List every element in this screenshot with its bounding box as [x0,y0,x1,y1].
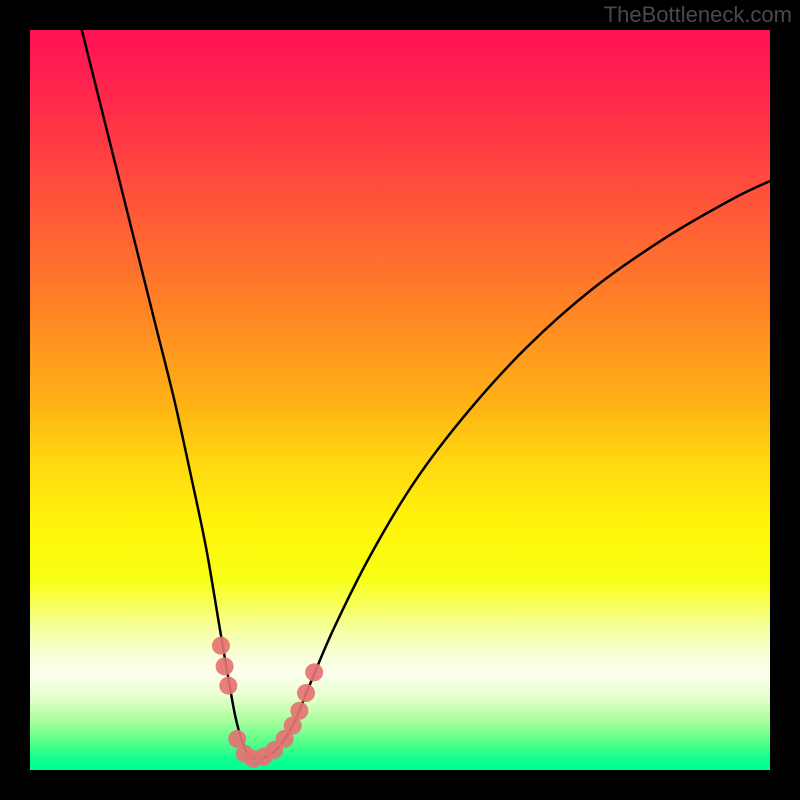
scatter-marker [212,637,230,655]
watermark-text: TheBottleneck.com [604,2,792,28]
scatter-marker [305,663,323,681]
scatter-marker [297,684,315,702]
chart-curve-layer [30,30,770,770]
bottleneck-curve [82,30,770,759]
scatter-marker [219,677,237,695]
chart-plot-area [30,30,770,770]
scatter-marker [290,702,308,720]
scatter-marker [216,657,234,675]
scatter-markers-group [212,637,323,768]
